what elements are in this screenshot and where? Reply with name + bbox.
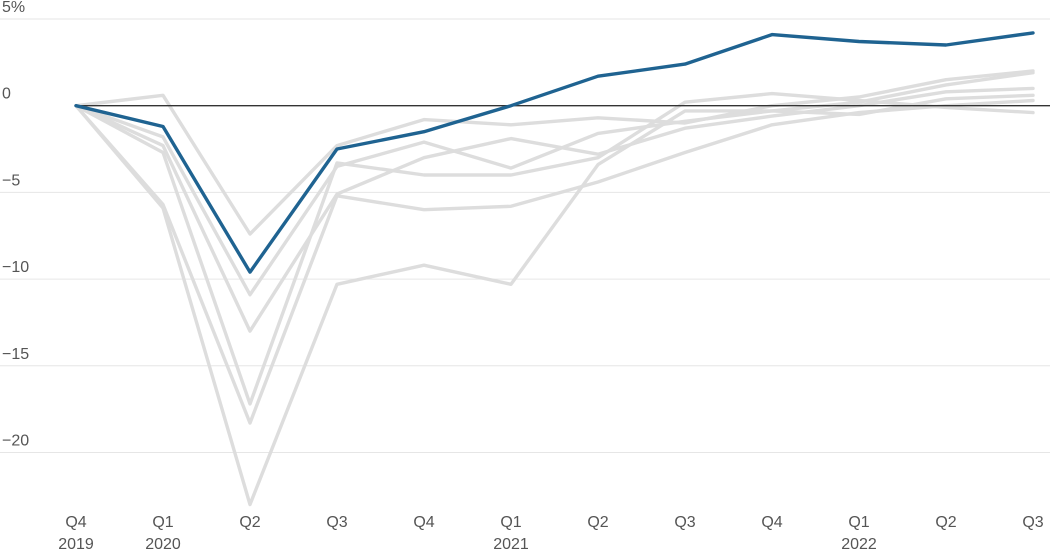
series-line-1 — [74, 69, 1035, 236]
x-tick-label: Q3 — [674, 514, 695, 531]
y-tick-label: −15 — [2, 346, 29, 363]
y-tick-label: −5 — [2, 172, 20, 189]
x-tick-label: Q2 — [239, 514, 260, 531]
y-axis-tick-labels: 5% 0 −5 −10 −15 −20 — [2, 0, 29, 449]
grid-layer — [0, 18, 1050, 453]
x-tick-label: Q1 — [152, 514, 173, 531]
x-axis-tick-labels: Q4 2019 Q1 2020 Q2 Q3 Q4 Q1 2021 Q2 Q3 Q4 Q1 2022 Q2 Q3 — [58, 514, 1044, 553]
x-tick-year-label: 2021 — [493, 536, 529, 553]
x-tick-year-label: 2020 — [145, 536, 181, 553]
x-tick-label: Q3 — [326, 514, 347, 531]
y-tick-label: 0 — [2, 86, 11, 103]
series-layer — [74, 69, 1035, 507]
x-tick-year-label: 2022 — [841, 536, 877, 553]
x-tick-label: Q1 — [848, 514, 869, 531]
x-tick-label: Q2 — [935, 514, 956, 531]
series-line-5 — [74, 98, 1035, 425]
series-line-2 — [74, 70, 1035, 297]
x-tick-year-label: 2019 — [58, 536, 94, 553]
series-line-6 — [74, 93, 1035, 507]
x-tick-label: Q4 — [65, 514, 86, 531]
y-tick-label: −20 — [2, 432, 29, 449]
series-line-3 — [74, 86, 1035, 333]
y-tick-label: 5% — [2, 0, 25, 16]
series-line-4 — [74, 91, 1035, 406]
y-tick-label: −10 — [2, 259, 29, 276]
x-tick-label: Q2 — [587, 514, 608, 531]
highlight-layer — [74, 31, 1035, 274]
x-tick-label: Q1 — [500, 514, 521, 531]
x-tick-label: Q3 — [1022, 514, 1043, 531]
highlighted-series-line — [74, 31, 1035, 274]
x-tick-label: Q4 — [761, 514, 782, 531]
x-tick-label: Q4 — [413, 514, 434, 531]
